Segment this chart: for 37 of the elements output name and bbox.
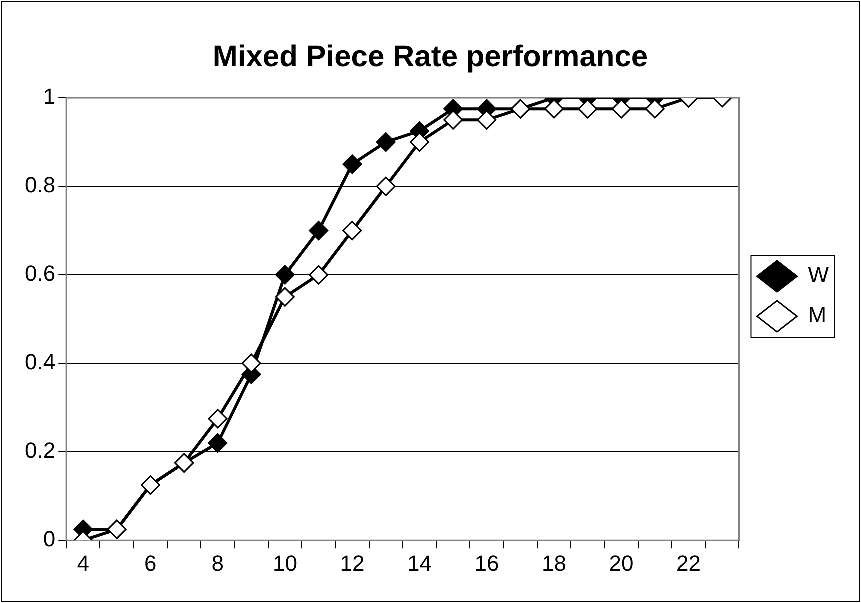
x-tick-label: 10 [272,550,298,576]
y-tick-label: 0 [43,526,56,552]
point [410,132,430,152]
y-tick-label: 1 [43,84,56,110]
y-tick-label: 0.6 [24,261,56,286]
point [208,409,228,429]
x-tick-label: 18 [542,550,566,576]
x-tick-label: 4 [77,550,90,576]
x-tick-label: 12 [340,550,365,576]
point [376,176,396,196]
x-tick-label: 16 [474,550,500,576]
point [544,99,564,119]
chart-title: Mixed Piece Rate performance [212,40,648,74]
legend-label: M [808,302,827,328]
x-tick-label: 14 [407,550,432,576]
point [645,99,665,119]
point [275,287,295,307]
y-tick-label: 0.4 [24,350,56,375]
legend-label: W [808,262,830,288]
x-tick-label: 6 [144,550,157,576]
x-tick-label: 20 [609,550,634,576]
point [309,221,329,241]
point [612,99,632,119]
x-tick-label: 22 [676,550,702,576]
point [208,433,228,453]
point [242,354,262,374]
point [275,265,295,285]
y-tick-label: 0.8 [24,172,56,198]
point [477,110,497,130]
point [342,221,362,241]
x-tick-label: 8 [212,550,224,576]
point [444,110,464,130]
point [376,132,396,152]
point [578,99,598,119]
y-tick-label: 0.2 [24,438,56,464]
point [342,154,362,174]
point [309,265,329,285]
